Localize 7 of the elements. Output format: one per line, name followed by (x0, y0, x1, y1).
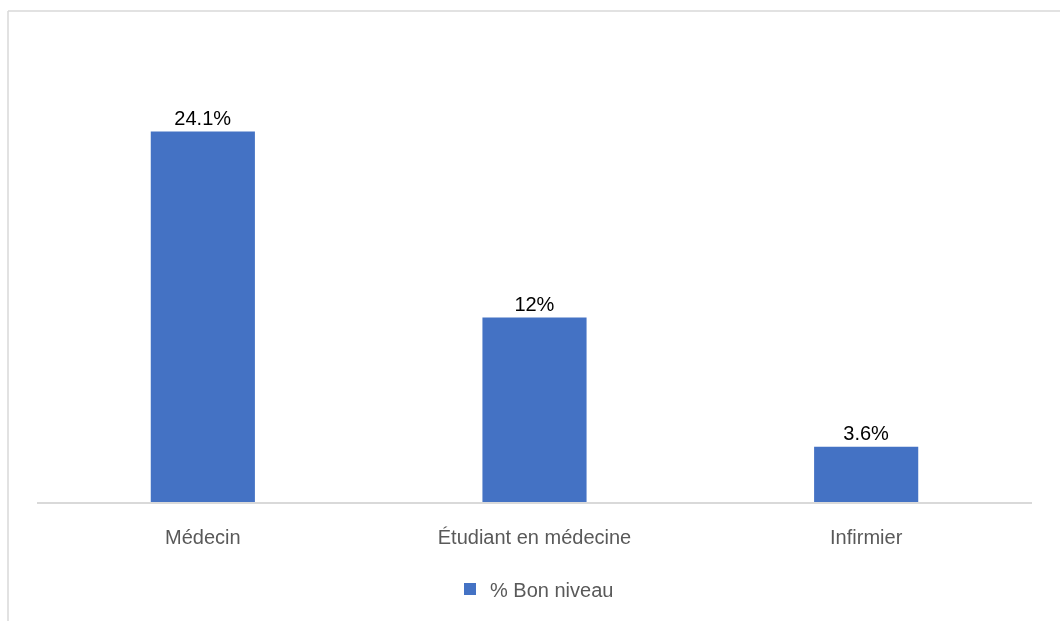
legend-label: % Bon niveau (490, 578, 614, 601)
data-label: 12% (514, 292, 555, 315)
data-label: 24.1% (174, 106, 232, 129)
x-tick-label: Infirmier (830, 525, 903, 548)
data-label: 3.6% (843, 421, 890, 444)
x-tick-label: Médecin (165, 525, 241, 548)
x-tick-label: Étudiant en médecine (437, 525, 632, 548)
